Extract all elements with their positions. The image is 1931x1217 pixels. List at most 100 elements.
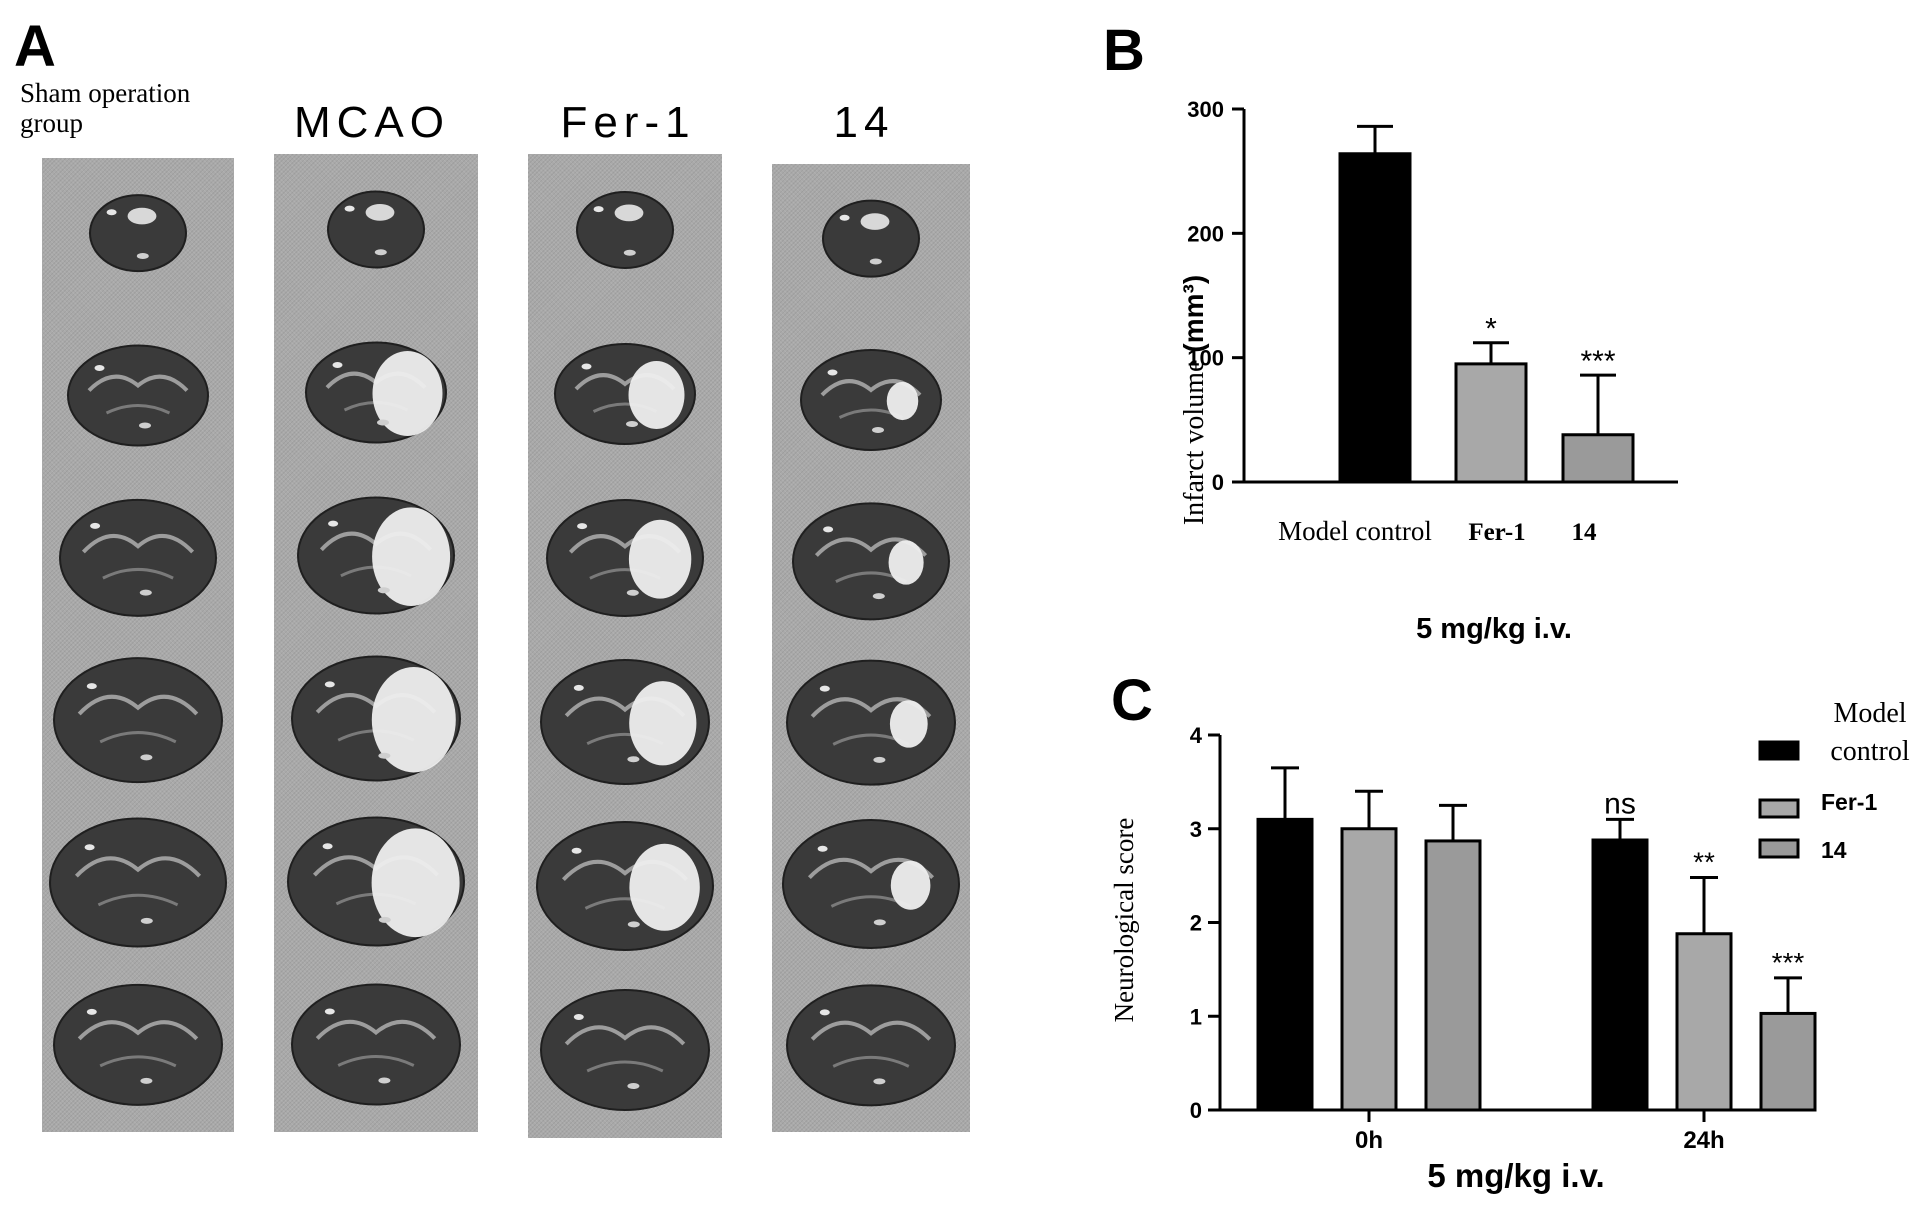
- brain-slice: [800, 349, 942, 451]
- brain-slice-tissue: [782, 819, 960, 949]
- highlight: [140, 754, 153, 761]
- compound14-slice-strip: [772, 164, 970, 1132]
- highlight: [106, 209, 117, 216]
- white-matter-band: [564, 1025, 686, 1046]
- legend-label: Fer-1: [1821, 789, 1877, 815]
- highlight: [872, 593, 885, 600]
- white-matter-band: [315, 1019, 437, 1040]
- mcao-column-title: MCAO: [294, 98, 450, 147]
- brain-slice-tissue: [800, 349, 942, 451]
- legend-label: control: [1830, 736, 1910, 767]
- brain-slice: [53, 657, 223, 784]
- highlight: [94, 365, 105, 371]
- y-tick-label: 2: [1190, 911, 1202, 936]
- highlight: [344, 205, 355, 212]
- highlight: [817, 845, 828, 852]
- brain-slice: [786, 984, 956, 1107]
- highlight: [377, 419, 389, 426]
- sham-column-title: Sham operation group: [20, 78, 191, 138]
- white-matter-band: [77, 1020, 199, 1041]
- bar: [1675, 932, 1733, 1112]
- brain-slice: [536, 821, 714, 951]
- inner-structure: [105, 404, 171, 415]
- white-matter-band: [81, 533, 195, 554]
- bright-spot: [127, 207, 157, 225]
- compound14-slices: [782, 199, 960, 1107]
- brain-slice-tissue: [291, 983, 461, 1106]
- highlight: [140, 917, 153, 924]
- brain-slice: [59, 498, 217, 617]
- brain-slice-tissue: [59, 498, 217, 617]
- white-matter-band: [77, 694, 199, 716]
- bright-spot: [614, 204, 644, 222]
- mcao-slices: [287, 190, 465, 1106]
- highlight: [571, 847, 582, 854]
- brain-slice: [67, 344, 209, 447]
- brain-slice: [540, 989, 710, 1111]
- brain-slice-tissue: [53, 657, 223, 784]
- highlight: [378, 916, 391, 923]
- highlight: [873, 756, 886, 763]
- y-tick-label: 4: [1190, 723, 1203, 748]
- highlight: [827, 369, 838, 376]
- highlight: [136, 252, 149, 259]
- mcao-slice-strip: [274, 154, 478, 1132]
- bar: [1340, 827, 1398, 1112]
- x-axis-title: 5 mg/kg i.v.: [1427, 1157, 1604, 1194]
- panel-b-label: B: [1103, 18, 1145, 83]
- highlight: [322, 843, 333, 850]
- y-axis-label: Neurological score: [1109, 818, 1139, 1023]
- y-tick-label: 100: [1187, 346, 1224, 371]
- bar: [1424, 839, 1482, 1112]
- brain-slice: [49, 817, 227, 948]
- brain-slice: [576, 191, 674, 269]
- white-matter-band: [74, 856, 202, 878]
- highlight: [626, 589, 639, 596]
- x-category-label: Model control: [1278, 516, 1432, 546]
- brain-slice: [291, 655, 461, 782]
- y-tick-label: 200: [1187, 221, 1224, 246]
- y-axis-label: Infarct volume (mm³): [1178, 275, 1210, 525]
- fer1-column-title: Fer-1: [560, 98, 696, 147]
- y-axis-label-main: Infarct volume: [1179, 353, 1210, 526]
- significance-label: **: [1693, 847, 1715, 878]
- highlight: [573, 1014, 584, 1020]
- highlight: [873, 1078, 886, 1085]
- y-tick-label: 300: [1187, 97, 1224, 122]
- highlight: [139, 422, 151, 429]
- infarct-region: [628, 519, 692, 599]
- highlight: [627, 1083, 640, 1089]
- brain-slice: [89, 194, 187, 273]
- infarct-region: [371, 828, 460, 938]
- brain-slice: [291, 983, 461, 1106]
- infarct-region: [628, 361, 685, 429]
- x-category-label: 14: [1572, 519, 1598, 546]
- significance-label: *: [1485, 313, 1497, 346]
- infarct-region: [629, 843, 700, 931]
- inner-structure: [337, 1055, 415, 1067]
- infarct-region: [886, 381, 919, 421]
- highlight: [823, 526, 834, 533]
- brain-slice-tissue: [49, 817, 227, 948]
- x-category-label: 24h: [1683, 1127, 1724, 1154]
- highlight: [90, 522, 101, 529]
- y-tick-label: 3: [1190, 817, 1202, 842]
- highlight: [140, 1077, 153, 1084]
- infarct-region: [371, 667, 456, 773]
- brain-slice-tissue: [327, 190, 425, 269]
- sham-slices: [49, 194, 227, 1106]
- brain-slice-tissue: [67, 344, 209, 447]
- x-axis-title: 5 mg/kg i.v.: [1416, 613, 1572, 645]
- highlight: [869, 258, 882, 265]
- y-tick-label: 1: [1190, 1004, 1202, 1029]
- highlight: [623, 249, 636, 256]
- highlight: [819, 685, 830, 692]
- brain-slice: [305, 341, 447, 444]
- highlight: [839, 214, 850, 221]
- bar: [1561, 433, 1635, 484]
- x-category-label: Fer-1: [1468, 519, 1525, 546]
- infarct-region: [629, 681, 697, 766]
- fer1-slices: [536, 191, 714, 1111]
- highlight: [819, 1009, 830, 1016]
- legend-swatch: [1758, 798, 1800, 819]
